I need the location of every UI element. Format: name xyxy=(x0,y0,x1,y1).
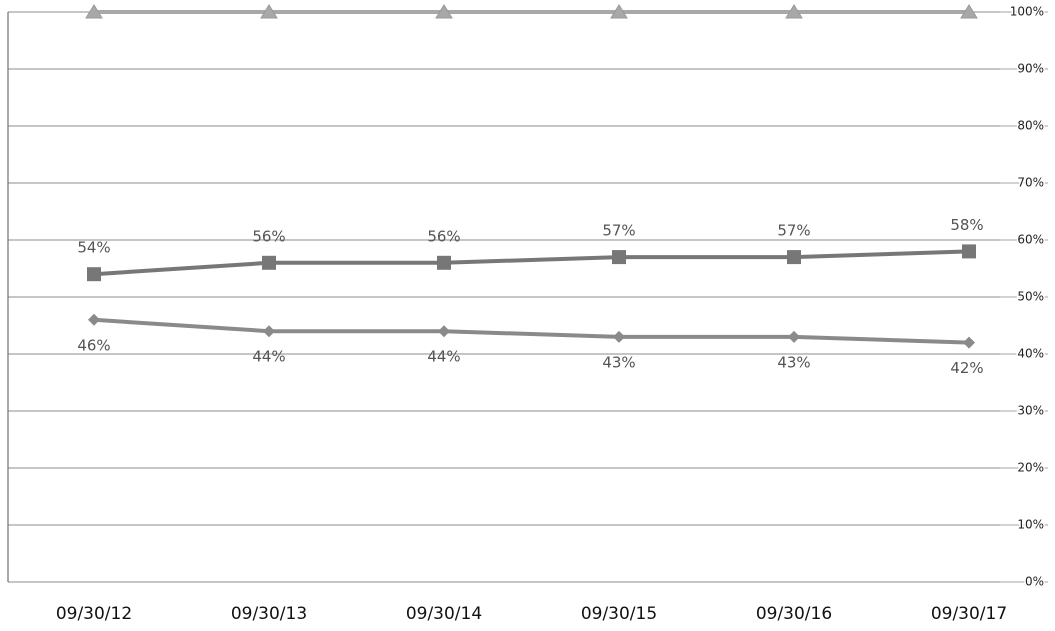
marker xyxy=(612,250,626,265)
y-tick-label: 30% xyxy=(1017,404,1044,418)
data-label: 46% xyxy=(77,336,110,354)
marker xyxy=(263,325,275,338)
data-label: 43% xyxy=(602,353,635,371)
x-tick-label: 09/30/13 xyxy=(231,604,307,624)
y-tick-label: 80% xyxy=(1017,119,1044,133)
data-label: 54% xyxy=(77,239,110,257)
data-label: 56% xyxy=(427,227,460,245)
y-tick-label: 40% xyxy=(1017,347,1044,361)
marker xyxy=(437,255,451,270)
marker xyxy=(613,330,625,343)
marker xyxy=(788,330,800,343)
marker xyxy=(960,4,978,19)
marker xyxy=(438,325,450,338)
data-label: 57% xyxy=(777,222,810,240)
x-tick-label: 09/30/16 xyxy=(756,604,832,624)
data-label: 56% xyxy=(252,227,285,245)
data-label: 57% xyxy=(602,222,635,240)
data-label: 42% xyxy=(950,359,983,377)
y-tick-label: 10% xyxy=(1017,518,1044,532)
y-tick-label: 60% xyxy=(1017,233,1044,247)
x-tick-label: 09/30/12 xyxy=(56,604,132,624)
marker xyxy=(962,244,976,259)
data-label: 44% xyxy=(252,348,285,366)
marker xyxy=(963,336,975,349)
y-tick-label: 90% xyxy=(1017,62,1044,76)
y-tick-label: 100% xyxy=(1010,5,1044,19)
marker xyxy=(85,4,103,19)
marker xyxy=(787,250,801,265)
y-tick-label: 50% xyxy=(1017,290,1044,304)
series-line xyxy=(93,317,970,345)
marker xyxy=(610,4,628,19)
x-tick-label: 09/30/14 xyxy=(406,604,482,624)
marker xyxy=(262,255,276,270)
x-tick-label: 09/30/15 xyxy=(581,604,657,624)
data-label: 58% xyxy=(950,216,983,234)
marker xyxy=(785,4,803,19)
y-tick-label: 20% xyxy=(1017,461,1044,475)
marker xyxy=(435,4,453,19)
data-label: 44% xyxy=(427,348,460,366)
y-tick-label: 0% xyxy=(1025,575,1044,589)
marker xyxy=(87,267,101,282)
marker xyxy=(260,4,278,19)
x-tick-label: 09/30/17 xyxy=(931,604,1007,624)
y-tick-label: 70% xyxy=(1017,176,1044,190)
marker xyxy=(88,313,100,326)
data-label: 43% xyxy=(777,353,810,371)
series-line xyxy=(93,249,970,277)
